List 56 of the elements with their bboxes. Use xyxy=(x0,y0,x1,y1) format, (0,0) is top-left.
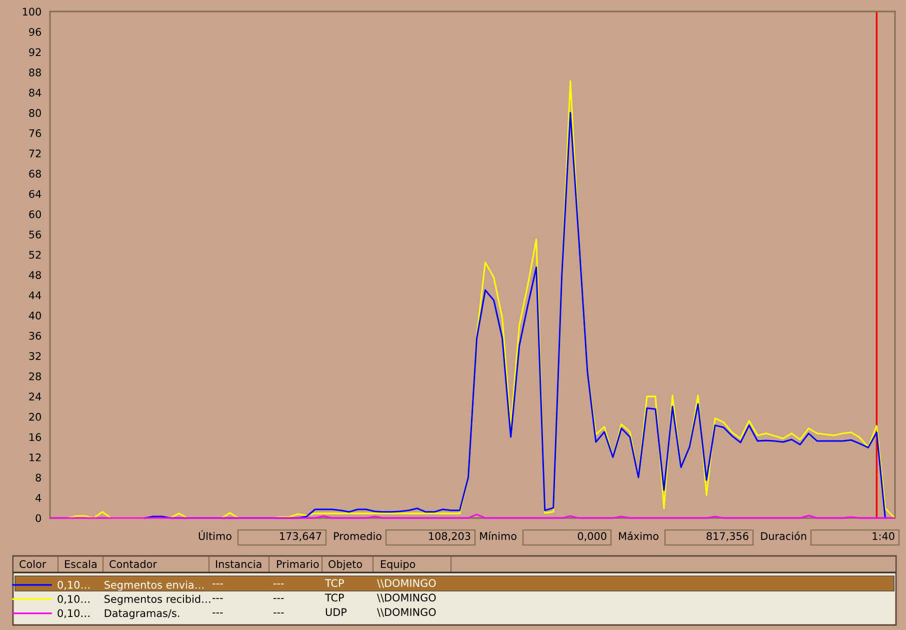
text: Máximo xyxy=(619,532,658,540)
text: --- xyxy=(212,612,223,614)
text: 0,10… Segmentos recibid… xyxy=(58,594,210,605)
y-tick-label: 24 xyxy=(29,392,42,400)
y-tick-label: 92 xyxy=(29,48,41,56)
y-tick-label: 80 xyxy=(29,109,41,117)
y-tick-label: 88 xyxy=(29,68,41,76)
text: \\DOMINGO xyxy=(377,594,436,602)
text: Duración xyxy=(761,532,806,540)
text: UDP xyxy=(326,608,347,616)
text: Último xyxy=(198,530,232,540)
y-tick-label: 48 xyxy=(28,271,41,279)
y-tick-label: 56 xyxy=(29,230,42,238)
text: Promedio xyxy=(334,532,382,540)
y-tick-label: 100 xyxy=(22,8,41,16)
y-tick-label: 52 xyxy=(29,250,41,259)
y-tick-label: 72 xyxy=(29,150,41,158)
y-tick-label: 76 xyxy=(29,129,42,138)
y-tick-label: 84 xyxy=(29,88,42,97)
text: Mínimo xyxy=(480,532,516,540)
text: 0,10… Datagramas/s. xyxy=(58,609,180,620)
y-tick-label: 44 xyxy=(28,292,42,300)
y-tick-label: 8 xyxy=(36,474,41,482)
text: Contador xyxy=(110,560,157,568)
text: --- xyxy=(274,612,284,614)
y-tick-label: 36 xyxy=(29,332,42,340)
y-tick-label: 12 xyxy=(30,453,41,462)
y-tick-label: 16 xyxy=(30,433,42,442)
text: 0,10… Segmentos envia… xyxy=(58,580,204,591)
y-tick-label: 20 xyxy=(29,412,41,421)
text: Primario xyxy=(277,560,319,568)
y-tick-label: 96 xyxy=(29,28,42,36)
text: --- xyxy=(212,598,223,599)
text: Instancia xyxy=(216,560,262,568)
y-tick-label: 64 xyxy=(29,190,42,198)
y-tick-label: 68 xyxy=(29,170,41,178)
text: Objeto xyxy=(328,560,362,570)
text: 817,356 xyxy=(706,532,748,542)
text: Equipo xyxy=(381,560,416,570)
y-tick-label: 28 xyxy=(29,372,41,380)
y-tick-label: 32 xyxy=(29,352,41,360)
text: --- xyxy=(274,598,284,599)
text: 173,647 xyxy=(280,532,322,542)
text: 1:40 xyxy=(872,532,894,540)
text: 108,203 xyxy=(429,532,470,542)
y-tick-label: 0 xyxy=(36,514,41,522)
text: Escala xyxy=(65,560,96,568)
text: 0,000 xyxy=(578,532,606,542)
text: \\DOMINGO xyxy=(377,579,436,588)
text: TCP xyxy=(324,594,344,602)
text: TCP xyxy=(324,579,344,588)
y-tick-label: 40 xyxy=(28,312,41,320)
text: \\DOMINGO xyxy=(377,608,436,617)
y-tick-label: 4 xyxy=(36,494,42,502)
y-tick-label: 60 xyxy=(29,210,41,218)
text: Color xyxy=(20,560,46,568)
